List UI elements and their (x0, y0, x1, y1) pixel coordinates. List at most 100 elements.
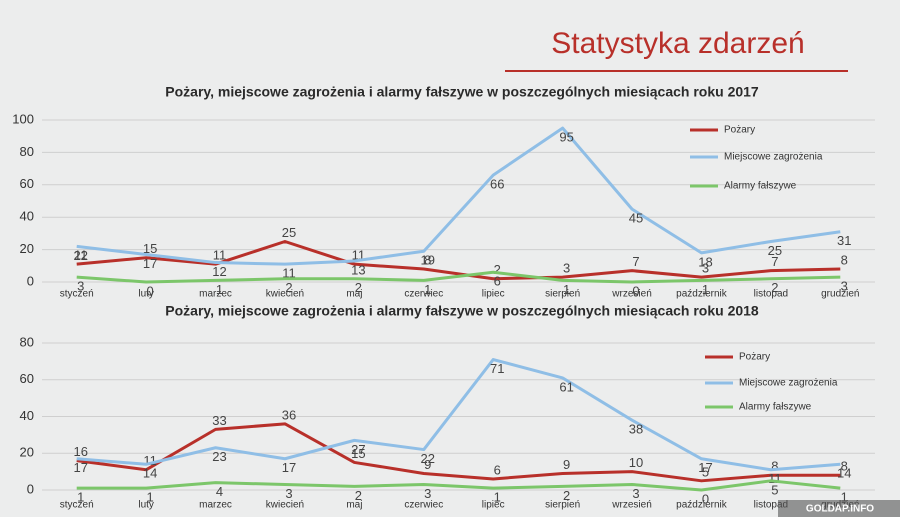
data-label: 2 (563, 488, 570, 503)
x-tick-label: maj (346, 289, 362, 300)
data-label: 6 (494, 462, 501, 477)
data-label: 11 (282, 266, 296, 281)
data-label: 0 (632, 283, 639, 298)
series-line (76, 270, 841, 284)
data-label: 8 (841, 459, 848, 474)
data-label: 14 (837, 466, 851, 481)
y-tick-label: 0 (27, 481, 34, 496)
data-label: 36 (282, 407, 296, 422)
data-label: 7 (632, 254, 639, 269)
watermark-bg (778, 500, 900, 517)
x-tick-label: czerwiec (404, 500, 443, 511)
data-label: 17 (73, 460, 87, 475)
data-label: 2 (771, 280, 778, 295)
x-tick-label: sierpień (545, 500, 580, 511)
data-label: 1 (147, 490, 154, 505)
data-label: 17 (143, 256, 157, 271)
data-label: 2 (355, 280, 362, 295)
data-label: 5 (702, 464, 709, 479)
data-label: 5 (771, 482, 778, 497)
data-label: 1 (424, 282, 431, 297)
x-tick-label: luty (138, 289, 154, 300)
watermark: GOLDAP.INFO (806, 504, 874, 515)
data-label: 8 (771, 459, 778, 474)
y-tick-label: 60 (20, 176, 34, 191)
x-tick-label: sierpień (545, 289, 580, 300)
data-label: 11 (74, 248, 88, 263)
data-label: 33 (212, 413, 226, 428)
series-line (76, 479, 841, 492)
data-label: 1 (702, 282, 709, 297)
data-label: 15 (351, 446, 365, 461)
x-tick-label: październik (676, 500, 728, 511)
x-tick-label: styczeń (60, 289, 94, 300)
x-tick-label: listopad (754, 289, 788, 300)
data-label: 3 (841, 279, 848, 294)
data-label: 13 (351, 262, 365, 277)
data-label: 9 (563, 457, 570, 472)
data-label: 2 (355, 488, 362, 503)
data-label: 3 (632, 486, 639, 501)
data-label: 16 (73, 444, 87, 459)
data-label: 7 (771, 254, 778, 269)
data-label: 15 (143, 241, 157, 256)
data-label: 25 (768, 243, 782, 258)
data-label: 1 (841, 490, 848, 505)
data-label: 1 (216, 282, 223, 297)
y-tick-label: 20 (20, 241, 34, 256)
data-label: 10 (629, 455, 643, 470)
data-label: 22 (421, 451, 435, 466)
data-label: 27 (351, 442, 365, 457)
data-label: 23 (212, 449, 226, 464)
data-label: 71 (490, 361, 504, 376)
data-label: 6 (494, 274, 501, 289)
series-line (76, 422, 841, 483)
x-tick-label: maj (346, 500, 362, 511)
series-line (76, 240, 841, 281)
data-label: 0 (702, 491, 709, 506)
series-line (76, 126, 841, 266)
data-label: 19 (421, 253, 435, 268)
y-tick-label: 80 (20, 144, 34, 159)
data-label: 3 (563, 261, 570, 276)
data-label: 3 (285, 486, 292, 501)
series-line (76, 358, 841, 472)
data-label: 61 (559, 379, 573, 394)
data-label: 8 (841, 252, 848, 267)
data-label: 66 (490, 177, 504, 192)
x-tick-label: grudzień (821, 289, 859, 300)
data-label: 2 (285, 280, 292, 295)
y-tick-label: 40 (20, 209, 34, 224)
y-tick-label: 80 (20, 334, 34, 349)
data-label: 0 (147, 283, 154, 298)
x-tick-label: luty (138, 500, 154, 511)
data-label: 1 (77, 490, 84, 505)
x-tick-label: październik (676, 289, 728, 300)
data-label: 45 (629, 211, 643, 226)
data-label: 3 (702, 261, 709, 276)
data-label: 17 (282, 460, 296, 475)
data-label: 18 (698, 254, 712, 269)
data-label: 17 (698, 460, 712, 475)
data-label: 25 (282, 225, 296, 240)
legend-label: Alarmy fałszywe (739, 402, 812, 413)
data-label: 95 (559, 130, 573, 145)
data-label: 12 (212, 264, 226, 279)
x-tick-label: kwiecień (266, 500, 304, 511)
data-label: 14 (143, 466, 157, 481)
data-label: 3 (77, 279, 84, 294)
y-tick-label: 40 (20, 408, 34, 423)
x-tick-label: czerwiec (404, 289, 443, 300)
y-tick-label: 60 (20, 371, 34, 386)
data-label: 38 (629, 422, 643, 437)
x-tick-label: kwiecień (266, 289, 304, 300)
x-tick-label: wrzesień (611, 500, 651, 511)
data-label: 4 (216, 484, 223, 499)
x-tick-label: marzec (199, 500, 232, 511)
legend-label: Pożary (724, 125, 755, 136)
chart-subtitle: Pożary, miejscowe zagrożenia i alarmy fa… (165, 84, 759, 100)
data-label: 22 (73, 248, 87, 263)
data-label: 1 (494, 490, 501, 505)
x-tick-label: wrzesień (611, 289, 651, 300)
